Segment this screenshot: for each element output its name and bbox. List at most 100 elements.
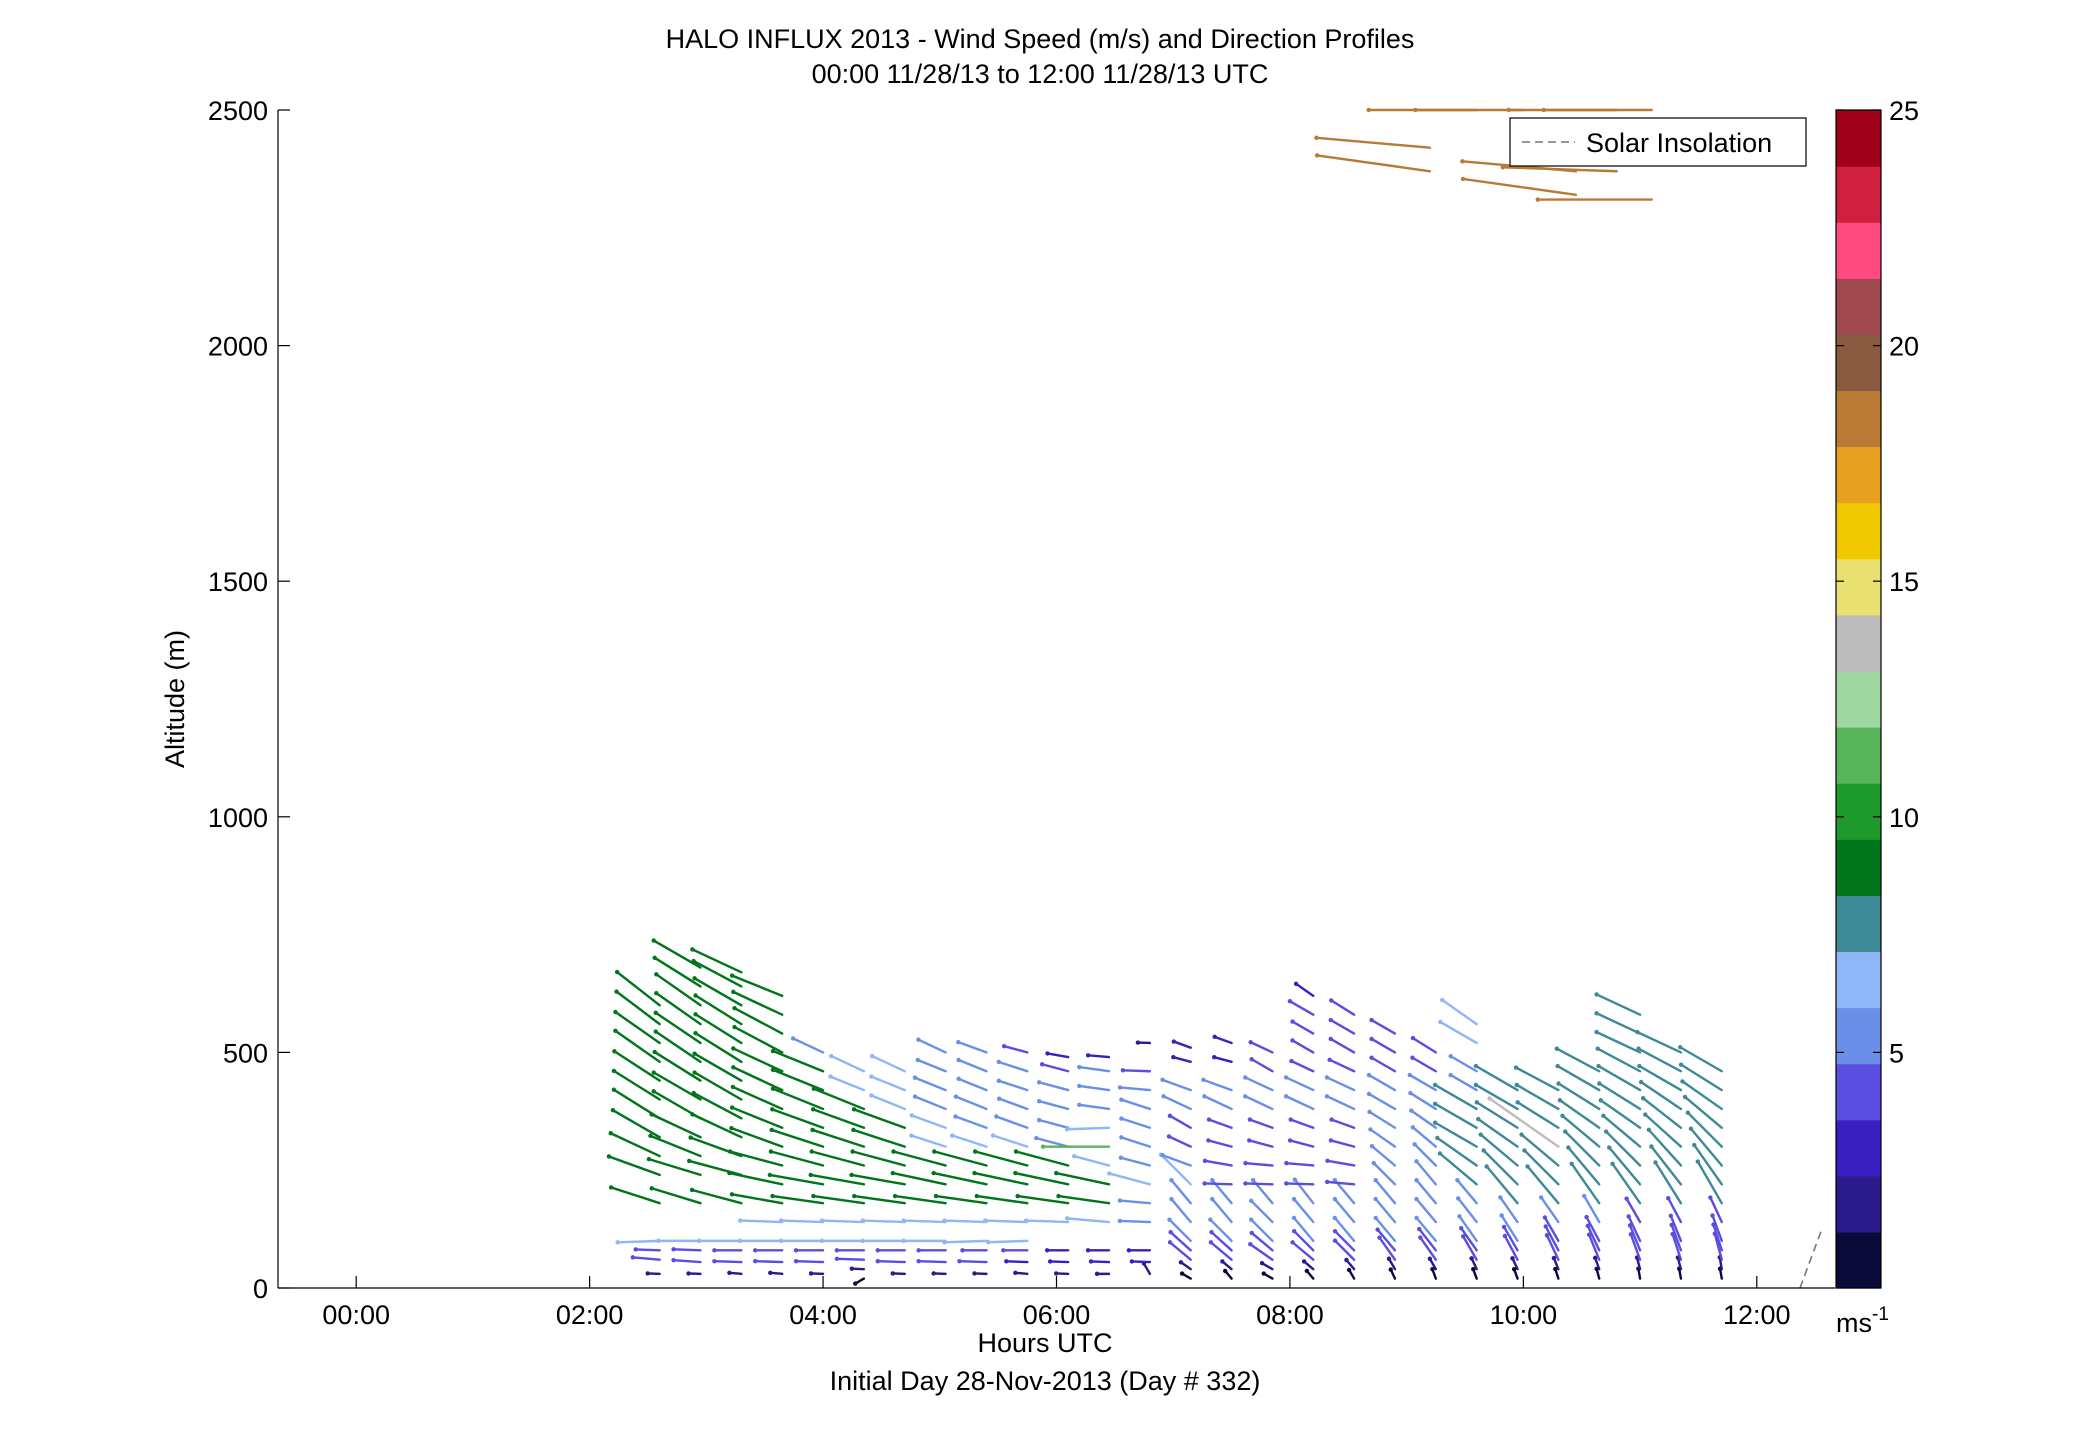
wind-arrow [674,1249,701,1250]
wind-arrow-head [983,1218,987,1222]
wind-arrow-head [1514,1065,1518,1069]
wind-arrow [822,1221,864,1222]
wind-arrow-head [1327,1058,1331,1062]
wind-arrow-head [975,1194,979,1198]
wind-arrow-head [727,1271,731,1275]
wind-arrow-head [1555,1064,1559,1068]
y-tick-label: 1500 [208,567,268,597]
wind-arrow-head [1136,1040,1140,1044]
wind-arrow-head [869,1093,873,1097]
wind-arrow-head [1004,1259,1008,1263]
wind-arrow-head [1637,1064,1641,1068]
wind-arrow [1067,1128,1109,1129]
wind-arrow-head [1555,1047,1559,1051]
wind-arrow-head [910,1113,914,1117]
wind-arrow-head [1544,1224,1548,1228]
wind-arrow-head [1377,1235,1381,1239]
wind-arrow-head [1037,1118,1041,1122]
colorbar-segment [1836,1232,1881,1289]
wind-arrow-head [1329,1037,1333,1041]
wind-arrow-head [1209,1240,1213,1244]
wind-arrow-head [771,1068,775,1072]
wind-arrow-head [960,1248,964,1252]
wind-arrow-head [1333,1238,1337,1242]
x-tick-label: 10:00 [1490,1300,1558,1330]
wind-arrow-head [645,1271,649,1275]
wind-arrow-head [1284,1181,1288,1185]
wind-arrow-head [791,1036,795,1040]
legend: Solar Insolation [1510,118,1806,166]
wind-arrow-head [731,1046,735,1050]
chart-footer: Initial Day 28-Nov-2013 (Day # 332) [830,1366,1261,1396]
colorbar-tick-label: 15 [1889,567,1919,597]
wind-arrow-head [1243,1094,1247,1098]
wind-arrow-head [1366,108,1370,112]
wind-arrow-head [1119,1135,1123,1139]
wind-arrow-head [1086,1053,1090,1057]
wind-arrow-head [1683,1095,1687,1099]
colorbar-segment [1836,390,1881,447]
wind-arrow-head [1389,1267,1393,1271]
wind-arrow-head [729,1126,733,1130]
wind-arrow-head [934,1194,938,1198]
colorbar-segment [1836,1120,1881,1177]
wind-arrow-head [1481,1148,1485,1152]
wind-arrow [740,1221,782,1222]
wind-arrow [1286,1183,1313,1184]
colorbar-unit-exponent: -1 [1872,1304,1889,1325]
wind-arrow-head [1689,1127,1693,1131]
wind-arrow-head [1284,1075,1288,1079]
wind-arrow [985,1221,1027,1222]
wind-arrow-head [1160,1153,1164,1157]
colorbar-segment [1836,503,1881,560]
wind-arrow-head [1584,1215,1588,1219]
wind-arrow-head [1649,1144,1653,1148]
wind-arrow-head [1433,1120,1437,1124]
chart-title: HALO INFLUX 2013 - Wind Speed (m/s) and … [666,24,1415,54]
wind-arrow-head [1333,1197,1337,1201]
wind-arrow-head [1710,1213,1714,1217]
wind-arrow-head [1502,1225,1506,1229]
wind-arrow-head [869,1074,873,1078]
wind-arrow-head [1180,1271,1184,1275]
wind-arrow-head [1479,1132,1483,1136]
wind-arrow-head [612,1069,616,1073]
chart-subtitle: 00:00 11/28/13 to 12:00 11/28/13 UTC [812,59,1269,89]
wind-arrow-head [1647,1128,1651,1132]
colorbar-segment [1836,559,1881,616]
wind-arrow-head [1207,1117,1211,1121]
wind-arrow-head [1077,1084,1081,1088]
colorbar-tick-label: 10 [1889,803,1919,833]
wind-arrow-head [1333,1216,1337,1220]
wind-arrow-head [1293,1177,1297,1181]
wind-arrow-head [1202,1181,1206,1185]
y-axis-label: Altitude (m) [160,630,190,768]
wind-arrow [781,1221,823,1222]
wind-arrow-head [810,1149,814,1153]
wind-arrow-head [1329,998,1333,1002]
wind-arrow-head [1329,1018,1333,1022]
wind-arrow-head [852,1194,856,1198]
wind-arrow-head [953,1114,957,1118]
wind-arrow-head [956,1058,960,1062]
wind-arrow-head [1558,1098,1562,1102]
wind-arrow-head [851,1128,855,1132]
wind-arrow-head [1368,1127,1372,1131]
wind-arrow-head [730,973,734,977]
wind-arrow-head [731,1085,735,1089]
wind-arrow-head [876,1248,880,1252]
wind-arrow-head [1604,1129,1608,1133]
wind-arrow-head [986,1240,990,1244]
wind-arrow-head [738,1239,742,1243]
wind-arrow-head [1054,1171,1058,1175]
wind-arrow-head [1292,1229,1296,1233]
wind-arrow-head [652,938,656,942]
wind-arrow-head [1375,1227,1379,1231]
wind-arrow-head [1696,1159,1700,1163]
wind-arrow-head [1290,1240,1294,1244]
wind-arrow-head [1515,1083,1519,1087]
wind-arrow-head [1329,1138,1333,1142]
wind-arrow-head [1119,1156,1123,1160]
wind-arrow-head [1487,1096,1491,1100]
